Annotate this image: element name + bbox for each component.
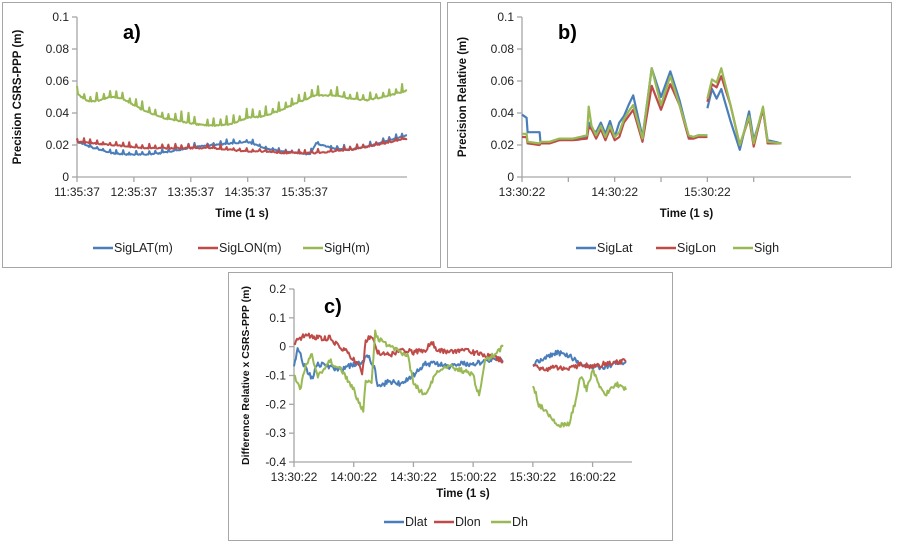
series-dh bbox=[293, 329, 627, 428]
x-tick-label: 14:30:22 bbox=[390, 470, 437, 484]
y-tick-label: 0.08 bbox=[46, 42, 70, 56]
x-tick-label: 15:00:22 bbox=[450, 470, 497, 484]
chart-panel-b: 0 0.02 0.04 0.06 0.08 0.1 13:30:22 14:30:22 15:3… bbox=[447, 2, 892, 268]
series-line-segment bbox=[706, 75, 782, 148]
x-tick-label: 13:35:37 bbox=[167, 185, 214, 199]
x-tick-label: 15:35:37 bbox=[281, 185, 328, 199]
y-tick-label: 0.04 bbox=[46, 106, 70, 120]
y-tick-label: 0.1 bbox=[52, 10, 69, 24]
y-tick-label: 0.1 bbox=[269, 311, 286, 325]
legend-label: Dlon bbox=[455, 515, 481, 529]
legend-label: SigLON(m) bbox=[219, 241, 282, 255]
y-axis-title: Precision CSRS-PPP (m) bbox=[12, 30, 24, 165]
x-tick-label: 15:30:22 bbox=[510, 470, 557, 484]
chart-a-svg: 0 0.02 0.04 0.06 0.08 0.1 11:35:37 12:35:37 13:3… bbox=[12, 10, 408, 255]
series-line-segment bbox=[293, 332, 504, 376]
y-tick-label: 0.2 bbox=[269, 282, 286, 296]
y-tick-label: 0.02 bbox=[46, 138, 70, 152]
y-axis-title: Difference Relative x CSRS-PPP (m) bbox=[240, 286, 252, 465]
x-tick-label: 13:30:22 bbox=[271, 470, 318, 484]
chart-b-svg: 0 0.02 0.04 0.06 0.08 0.1 13:30:22 14:30:22 15:3… bbox=[457, 10, 851, 255]
y-tick-label: -0.2 bbox=[265, 397, 286, 411]
legend-label: SigLAT(m) bbox=[114, 241, 173, 255]
series-line-segment bbox=[532, 358, 627, 372]
legend-label: SigH(m) bbox=[324, 241, 370, 255]
y-tick-label: 0.1 bbox=[497, 10, 514, 24]
y-tick-label: 0 bbox=[279, 340, 286, 354]
y-tick-label: -0.3 bbox=[265, 426, 286, 440]
series-line-segment bbox=[522, 67, 708, 145]
y-tick-label: -0.4 bbox=[265, 455, 286, 469]
series-line-segment bbox=[522, 83, 708, 147]
x-tick-label: 11:35:37 bbox=[54, 185, 100, 199]
x-tick-label: 12:35:37 bbox=[111, 185, 158, 199]
y-tick-label: 0.06 bbox=[491, 74, 515, 88]
legend-label: Dlat bbox=[405, 515, 428, 529]
x-tick-label: 15:30:22 bbox=[684, 185, 731, 199]
legend-label: SigLon bbox=[677, 241, 716, 255]
legend-label: Dh bbox=[512, 515, 528, 529]
panel-label: a) bbox=[123, 22, 141, 44]
x-axis-title: Time (1 s) bbox=[660, 208, 714, 220]
x-tick-label: 16:00:22 bbox=[569, 470, 616, 484]
series-dlon bbox=[293, 332, 627, 376]
y-tick-label: -0.1 bbox=[265, 369, 286, 383]
series-line-segment bbox=[76, 83, 408, 127]
y-tick-label: 0 bbox=[507, 170, 514, 184]
y-tick-label: 0.02 bbox=[491, 138, 515, 152]
chart-c-svg: -0.4 -0.3 -0.2 -0.1 0 0.1 0.2 13:30:22 14:00:22 1… bbox=[240, 282, 632, 529]
series-sigh bbox=[522, 67, 782, 147]
series-line-segment bbox=[293, 347, 504, 388]
series-line-segment bbox=[76, 135, 408, 155]
series-line-segment bbox=[706, 67, 782, 147]
series-line-segment bbox=[532, 369, 627, 428]
series-sigh-m- bbox=[76, 83, 408, 127]
series-line-segment bbox=[706, 87, 782, 151]
x-axis-title: Time (1 s) bbox=[436, 488, 490, 500]
series-siglon-m- bbox=[76, 135, 408, 155]
legend-label: SigLat bbox=[597, 241, 633, 255]
panel-label: c) bbox=[324, 296, 342, 318]
y-tick-label: 0.08 bbox=[491, 42, 515, 56]
chart-panel-a: 0 0.02 0.04 0.06 0.08 0.1 11:35:37 12:35:37 13:3… bbox=[2, 2, 441, 268]
y-axis-title: Precision Relative (m) bbox=[457, 37, 469, 157]
legend-label: Sigh bbox=[754, 241, 779, 255]
y-tick-label: 0 bbox=[62, 170, 69, 184]
x-tick-label: 14:00:22 bbox=[330, 470, 377, 484]
x-axis-title: Time (1 s) bbox=[215, 208, 269, 220]
x-tick-label: 13:30:22 bbox=[499, 185, 546, 199]
panel-label: b) bbox=[558, 22, 577, 44]
chart-panel-c: -0.4 -0.3 -0.2 -0.1 0 0.1 0.2 13:30:22 14:00:22 1… bbox=[228, 272, 673, 541]
y-tick-label: 0.06 bbox=[46, 74, 70, 88]
x-tick-label: 14:35:37 bbox=[224, 185, 271, 199]
y-tick-label: 0.04 bbox=[491, 106, 515, 120]
x-tick-label: 14:30:22 bbox=[591, 185, 638, 199]
series-line-segment bbox=[293, 329, 504, 413]
